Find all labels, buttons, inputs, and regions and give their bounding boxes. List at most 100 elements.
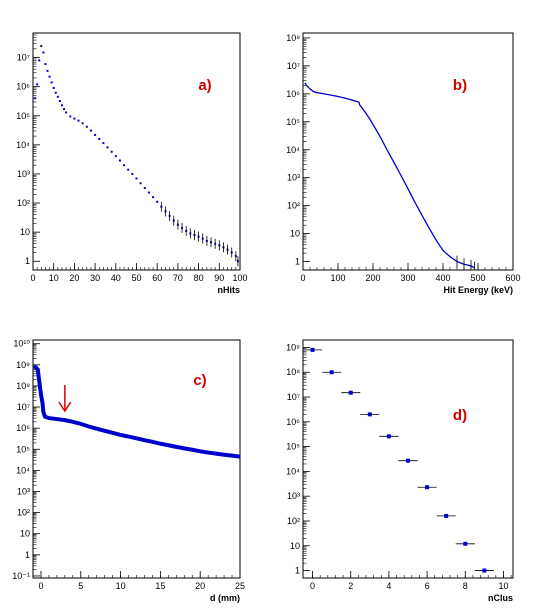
data-line <box>33 365 240 459</box>
data-point <box>102 142 105 145</box>
x-tick-label: 100 <box>330 273 345 283</box>
x-tick-label: 200 <box>365 273 380 283</box>
y-tick-label: 10⁸ <box>16 381 30 391</box>
data-point <box>52 87 55 90</box>
x-tick-label: 0 <box>300 273 305 283</box>
data-point <box>123 164 126 167</box>
y-tick-label: 10⁹ <box>286 342 300 352</box>
x-axis-label: nClus <box>488 593 513 603</box>
x-tick-label: 0 <box>38 581 43 591</box>
y-tick-label: 10⁹ <box>16 360 30 370</box>
data-point <box>42 51 45 54</box>
x-tick-label: 600 <box>505 273 520 283</box>
y-tick-label: 10² <box>17 508 30 518</box>
data-point <box>46 69 49 72</box>
plot-frame <box>32 339 241 579</box>
y-tick-label: 10 <box>20 227 30 237</box>
y-tick-label: 10 <box>290 229 300 239</box>
y-tick-label: 10² <box>287 516 300 526</box>
y-tick-label: 10⁶ <box>16 423 30 433</box>
y-tick-label: 10² <box>17 198 30 208</box>
data-point <box>54 91 57 94</box>
data-point <box>310 347 315 352</box>
data-point <box>36 368 40 372</box>
data-point <box>50 81 53 84</box>
y-tick-label: 10³ <box>17 169 30 179</box>
y-tick-label: 10⁵ <box>16 444 30 454</box>
y-tick-label: 1 <box>25 256 30 266</box>
y-tick-label: 10⁷ <box>17 402 30 412</box>
x-tick-label: 5 <box>78 581 83 591</box>
y-tick-label: 10³ <box>17 487 30 497</box>
y-tick-label: 10⁴ <box>16 140 30 150</box>
x-axis-label: d (mm) <box>210 593 240 603</box>
data-point <box>85 125 88 128</box>
data-point <box>367 412 372 417</box>
y-tick-label: 10⁶ <box>286 89 300 99</box>
x-tick-label: 70 <box>173 273 183 283</box>
panel-label: b) <box>453 77 467 94</box>
data-point <box>329 370 334 375</box>
arrow-head <box>58 401 72 413</box>
data-point <box>73 117 76 120</box>
x-tick-label: 300 <box>400 273 415 283</box>
y-tick-label: 1 <box>25 550 30 560</box>
panel-d: 0 2 4 6 8 10 1 10 10² 10³ 10⁴ 10⁵ 10⁶ 10⁷ 10⁸ 10⁹ nClus d… <box>286 339 514 603</box>
data-point <box>56 95 59 98</box>
data-point <box>118 159 121 162</box>
x-axis-label: nHits <box>218 285 241 295</box>
panel-label: a) <box>198 77 211 94</box>
data-point <box>94 133 97 136</box>
y-tick-label: 10⁴ <box>286 466 300 476</box>
data-point <box>386 434 391 439</box>
data-point <box>406 458 410 463</box>
plot-frame <box>302 339 514 579</box>
x-tick-label: 6 <box>425 581 430 591</box>
y-tick-label: 1 <box>295 566 300 576</box>
data-point <box>156 200 159 203</box>
y-tick-label: 10⁵ <box>286 442 300 452</box>
y-tick-label: 10⁵ <box>16 111 30 121</box>
data-point <box>41 401 45 405</box>
y-tick-label: 10⁶ <box>16 82 30 92</box>
x-tick-label: 10 <box>49 273 59 283</box>
data-point <box>463 541 468 546</box>
data-series <box>303 347 494 573</box>
data-point <box>143 186 146 189</box>
data-point <box>60 104 63 107</box>
panel-a: 0 10 20 30 40 50 60 70 80 90 10011010²10³10⁴10⁵10⁶… <box>16 32 248 295</box>
y-tick-label: 10³ <box>287 173 300 183</box>
data-point <box>131 172 134 175</box>
x-tick-label: 2 <box>348 581 353 591</box>
x-tick-label: 10 <box>116 581 126 591</box>
data-point <box>444 513 449 518</box>
data-series <box>33 365 240 459</box>
x-tick-label: 400 <box>435 273 450 283</box>
y-tick-label: 10⁷ <box>17 53 30 63</box>
y-tick-label: 10³ <box>287 491 300 501</box>
x-tick-label: 8 <box>463 581 468 591</box>
x-tick-label: 4 <box>386 581 391 591</box>
data-point <box>147 191 150 194</box>
data-point <box>41 410 45 414</box>
data-point <box>139 182 142 185</box>
data-point <box>37 380 41 384</box>
data-point <box>63 108 66 111</box>
x-tick-label: 20 <box>195 581 205 591</box>
x-tick-label: 10 <box>498 581 508 591</box>
x-tick-label: 50 <box>131 273 141 283</box>
data-point <box>77 119 80 122</box>
data-point <box>48 75 51 78</box>
x-tick-label: 20 <box>69 273 79 283</box>
panel-b: 0 100 200 300 400 500 600 1 10 10² 10³ 10⁴ 10⁵ 10⁶ 10⁷… <box>286 32 521 295</box>
data-series <box>34 45 239 267</box>
y-tick-label: 10⁶ <box>286 417 300 427</box>
x-tick-label: 500 <box>470 273 485 283</box>
x-tick-label: 0 <box>310 581 315 591</box>
x-tick-label: 60 <box>152 273 162 283</box>
y-tick-label: 10⁷ <box>287 61 300 71</box>
data-point <box>135 177 138 180</box>
y-tick-label: 10¹⁰ <box>13 339 30 349</box>
y-tick-label: 10⁵ <box>286 117 300 127</box>
